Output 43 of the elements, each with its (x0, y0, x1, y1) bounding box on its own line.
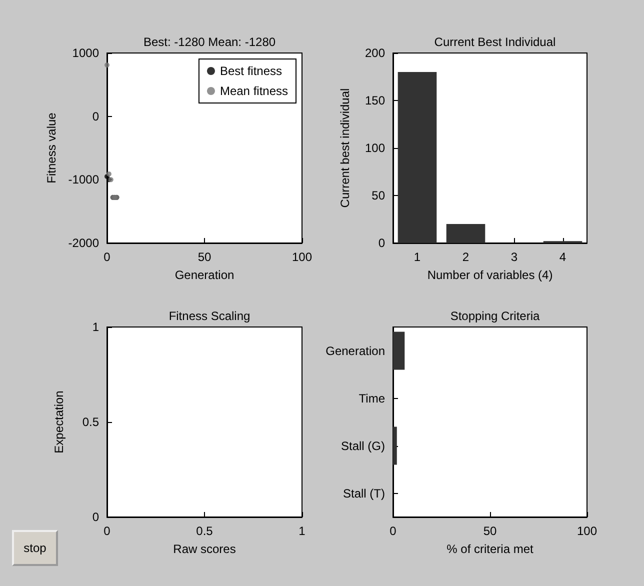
x-tick-label: 0 (104, 524, 111, 538)
y-tick-label: 1 (92, 320, 100, 334)
x-tick-label: 100 (292, 250, 312, 264)
y-tick-label: Stall (G) (340, 438, 385, 453)
chart-title: Fitness Scaling (168, 309, 250, 323)
y-tick-label: 0 (92, 109, 100, 124)
x-tick-label: 1 (298, 524, 306, 538)
y-axis-title: Fitness value (44, 112, 58, 184)
x-tick-label: 3 (510, 250, 518, 264)
x-tick-label: 100 (576, 524, 598, 538)
y-tick-label: 0.5 (82, 415, 100, 429)
y-tick-label: 1000 (72, 46, 100, 60)
x-axis-title: Raw scores (173, 542, 236, 556)
x-tick-label: 50 (483, 524, 497, 538)
chart-title: Best: -1280 Mean: -1280 (143, 35, 276, 49)
chart-title: Stopping Criteria (450, 309, 540, 323)
x-axis-title: Number of variables (4) (427, 268, 553, 282)
y-tick-label: -2000 (68, 236, 100, 250)
x-tick-label: 4 (559, 250, 566, 264)
y-tick-label: 100 (364, 141, 386, 155)
y-tick-label: 0 (92, 510, 100, 524)
x-tick-label: 0 (390, 524, 397, 538)
x-tick-label: 1 (414, 250, 421, 264)
y-axis-title: Current best individual (338, 88, 352, 208)
x-axis-title: Generation (174, 268, 234, 282)
x-tick-label: 0 (104, 250, 111, 264)
y-tick-label: Generation (326, 344, 385, 358)
y-axis-title: Expectation (52, 390, 66, 454)
x-tick-label: 2 (462, 250, 470, 264)
y-tick-label: Time (358, 391, 386, 406)
y-tick-label: -1000 (68, 172, 100, 187)
stop-button: stop (12, 530, 58, 566)
x-tick-label: 0.5 (196, 524, 214, 538)
y-tick-label: 200 (364, 46, 386, 60)
y-tick-label: Stall (T) (343, 486, 386, 500)
y-tick-label: 50 (372, 188, 386, 202)
y-tick-label: 0 (378, 236, 386, 250)
legend-label: Best fitness (220, 64, 282, 78)
x-tick-label: 50 (198, 250, 212, 264)
chart-title: Current Best Individual (434, 35, 556, 49)
y-tick-label: 150 (364, 94, 386, 108)
legend-label: Mean fitness (220, 84, 288, 98)
x-axis-title: % of criteria met (446, 542, 534, 556)
